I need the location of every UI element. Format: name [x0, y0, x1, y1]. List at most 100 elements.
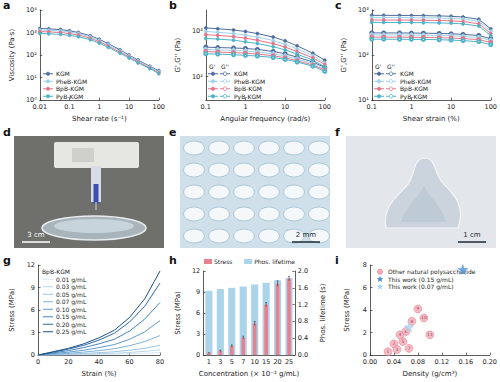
svg-text:PyB-KGM: PyB-KGM [56, 93, 83, 101]
svg-text:0.1: 0.1 [201, 103, 211, 111]
svg-text:1.2: 1.2 [298, 301, 308, 309]
svg-text:12: 12 [27, 261, 35, 269]
svg-text:10²: 10² [358, 51, 369, 59]
svg-text:5: 5 [230, 358, 234, 366]
svg-text:0.04: 0.04 [387, 358, 401, 366]
svg-text:8: 8 [363, 261, 367, 269]
svg-text:Angular frequency (rad/s): Angular frequency (rad/s) [220, 115, 310, 123]
svg-text:10: 10 [251, 358, 259, 366]
svg-text:1: 1 [387, 349, 390, 354]
svg-text:20: 20 [273, 358, 281, 366]
svg-text:PheB-KGM: PheB-KGM [234, 78, 265, 85]
svg-text:3: 3 [31, 329, 35, 337]
svg-text:KGM: KGM [400, 70, 414, 77]
svg-text:Shear rate (s⁻¹): Shear rate (s⁻¹) [72, 115, 127, 123]
svg-text:3: 3 [396, 347, 399, 352]
svg-text:3: 3 [218, 358, 222, 366]
svg-text:Strain (%): Strain (%) [81, 370, 116, 378]
svg-text:40: 40 [95, 358, 103, 366]
svg-text:Stress (MPa): Stress (MPa) [174, 291, 182, 335]
svg-text:PyB-KGM: PyB-KGM [400, 93, 427, 101]
svg-text:0.01: 0.01 [33, 103, 47, 111]
svg-text:3: 3 [196, 330, 200, 338]
svg-text:Concentration (× 10⁻² g/mL): Concentration (× 10⁻² g/mL) [199, 370, 300, 378]
svg-text:10⁴: 10⁴ [26, 6, 37, 14]
svg-text:0.1: 0.1 [367, 103, 377, 111]
svg-text:0: 0 [36, 358, 40, 366]
svg-text:100: 100 [485, 103, 497, 111]
svg-text:Phos. lifetime: Phos. lifetime [254, 258, 295, 265]
svg-text:10³: 10³ [358, 6, 369, 14]
svg-text:25: 25 [285, 358, 293, 366]
svg-text:10²: 10² [192, 73, 203, 81]
svg-text:Shear strain (%): Shear strain (%) [403, 115, 460, 123]
svg-text:6: 6 [363, 284, 367, 292]
svg-text:0.12: 0.12 [435, 358, 449, 366]
svg-text:100: 100 [153, 103, 165, 111]
svg-text:80: 80 [156, 358, 164, 366]
svg-text:0: 0 [31, 351, 35, 359]
svg-text:G'': G'' [221, 63, 229, 70]
svg-text:0.25 g/mL: 0.25 g/mL [56, 328, 87, 336]
svg-text:0.0: 0.0 [298, 351, 308, 359]
svg-text:Phos. lifetime (s): Phos. lifetime (s) [319, 283, 327, 342]
svg-text:5: 5 [401, 339, 404, 344]
svg-text:Stress (MPa): Stress (MPa) [8, 288, 16, 332]
svg-text:1: 1 [409, 103, 413, 111]
svg-text:This work (0.07 g/mL): This work (0.07 g/mL) [387, 283, 454, 291]
svg-text:Stress: Stress [214, 258, 232, 265]
svg-text:10²: 10² [26, 51, 37, 59]
svg-text:KGM: KGM [234, 70, 248, 77]
svg-text:Stress (MPa): Stress (MPa) [343, 288, 351, 332]
svg-text:Density (g/cm³): Density (g/cm³) [403, 370, 458, 378]
svg-text:100: 100 [319, 103, 331, 111]
svg-text:10: 10 [421, 315, 427, 320]
svg-text:1: 1 [207, 358, 211, 366]
svg-text:0.00: 0.00 [363, 358, 377, 366]
svg-text:8: 8 [410, 319, 413, 324]
svg-text:9: 9 [31, 284, 35, 292]
svg-text:20: 20 [64, 358, 72, 366]
svg-text:0.8: 0.8 [298, 317, 308, 325]
svg-text:9: 9 [416, 306, 419, 311]
svg-text:1: 1 [243, 103, 247, 111]
svg-text:6: 6 [196, 309, 200, 317]
svg-text:PheB-KGM: PheB-KGM [400, 78, 431, 85]
svg-text:15: 15 [262, 358, 270, 366]
svg-text:1: 1 [97, 103, 101, 111]
svg-text:4: 4 [399, 332, 402, 337]
svg-text:10³: 10³ [26, 29, 37, 37]
svg-text:7: 7 [407, 346, 410, 351]
svg-text:3 cm: 3 cm [27, 231, 45, 239]
svg-text:PheB-KGM: PheB-KGM [56, 78, 87, 85]
svg-text:10: 10 [281, 103, 289, 111]
svg-text:0: 0 [196, 351, 200, 359]
svg-text:0.1: 0.1 [64, 103, 74, 111]
svg-text:1.6: 1.6 [298, 284, 308, 292]
svg-text:9: 9 [196, 288, 200, 296]
svg-text:2 mm: 2 mm [296, 231, 316, 239]
svg-text:G': G' [209, 63, 216, 70]
svg-text:2: 2 [393, 341, 396, 346]
svg-text:KGM: KGM [56, 70, 70, 77]
svg-text:2.0: 2.0 [298, 267, 308, 275]
svg-text:0.08: 0.08 [411, 358, 425, 366]
svg-text:G': G' [375, 63, 382, 70]
svg-text:Viscosity (Pa·s): Viscosity (Pa·s) [8, 28, 16, 81]
svg-text:12: 12 [192, 267, 200, 275]
svg-text:2: 2 [363, 329, 367, 337]
svg-text:G'': G'' [387, 63, 395, 70]
svg-text:6: 6 [31, 306, 35, 314]
svg-text:0.16: 0.16 [459, 358, 473, 366]
svg-text:G',G'' (Pa): G',G'' (Pa) [174, 37, 182, 72]
svg-text:60: 60 [125, 358, 133, 366]
svg-text:11: 11 [427, 332, 433, 337]
svg-text:1 cm: 1 cm [463, 231, 481, 239]
svg-text:7: 7 [241, 358, 245, 366]
svg-text:G',G'' (Pa): G',G'' (Pa) [340, 37, 348, 72]
svg-text:10³: 10³ [192, 27, 203, 35]
svg-text:10¹: 10¹ [26, 74, 37, 82]
svg-text:10: 10 [447, 103, 455, 111]
svg-text:PyB-KGM: PyB-KGM [234, 93, 261, 101]
svg-text:4: 4 [363, 306, 367, 314]
